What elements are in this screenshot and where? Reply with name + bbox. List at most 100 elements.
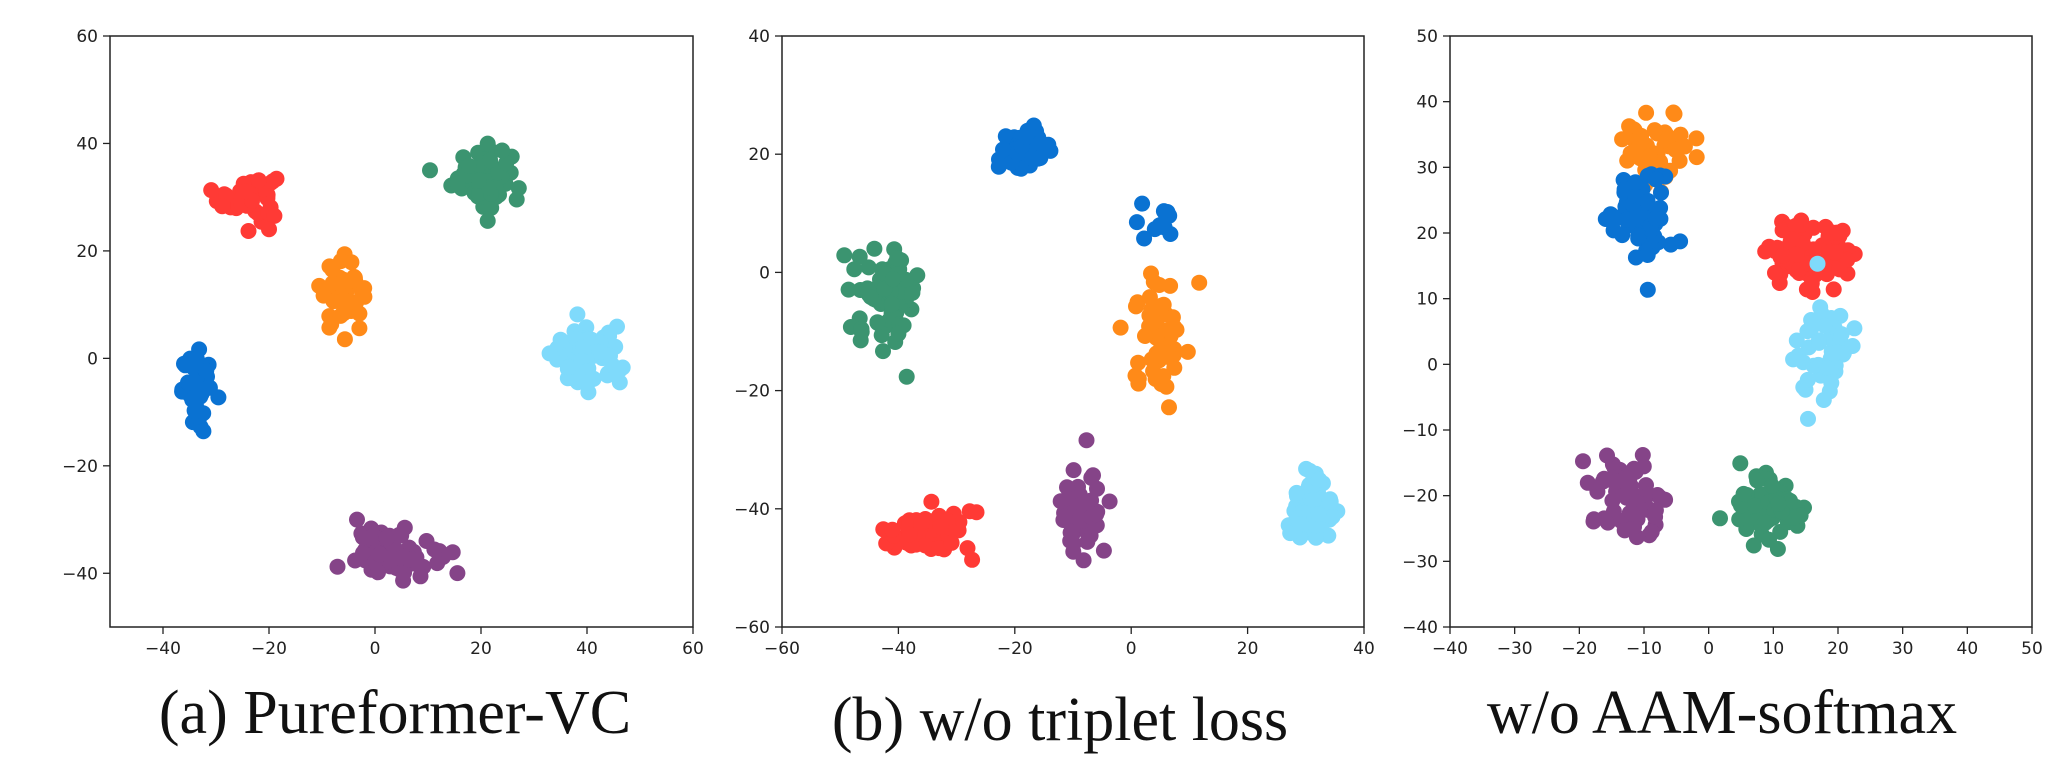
scatter-point-orange	[1688, 130, 1705, 147]
scatter-point-purple	[1604, 492, 1621, 509]
y-tick-label: −40	[62, 564, 98, 584]
scatter-point-skyblue	[1833, 326, 1850, 343]
scatter-point-purple	[403, 551, 420, 568]
scatter-point-orange	[1127, 367, 1144, 384]
y-tick-label: 0	[759, 263, 770, 283]
scatter-point-purple	[354, 529, 371, 546]
y-tick-label: −20	[62, 457, 98, 477]
scatter-point-green	[460, 157, 477, 174]
scatter-point-green	[1749, 472, 1766, 489]
scatter-point-blue	[1639, 193, 1656, 210]
y-tick-label: 30	[1416, 158, 1438, 178]
scatter-point-blue	[1605, 222, 1622, 239]
scatter-point-red	[264, 173, 281, 190]
scatter-point-blue	[1134, 195, 1151, 212]
scatter-point-green	[1764, 477, 1781, 494]
y-tick-label: 60	[76, 27, 98, 47]
scatter-point-green	[898, 368, 915, 385]
y-tick-label: 20	[76, 242, 98, 262]
x-tick-label: −60	[764, 639, 800, 659]
scatter-point-purple	[1621, 470, 1638, 487]
scatter-point-green	[1761, 531, 1777, 548]
scatter-point-green	[479, 212, 496, 229]
scatter-point-blue	[1630, 227, 1647, 244]
scatter-point-purple	[1596, 470, 1613, 487]
scatter-point-skyblue	[1800, 410, 1816, 427]
y-tick-label: 20	[1416, 224, 1438, 244]
x-tick-label: −20	[251, 639, 287, 659]
y-tick-label: −20	[1402, 487, 1438, 507]
scatter-point-orange	[336, 300, 353, 317]
x-tick-label: 0	[1703, 639, 1714, 659]
scatter-point-blue	[187, 403, 204, 420]
scatter-point-blue	[990, 158, 1007, 175]
scatter-point-blue	[1146, 221, 1163, 238]
x-tick-label: 40	[1957, 639, 1979, 659]
scatter-point-red	[1788, 246, 1805, 263]
scatter-point-skyblue	[1292, 516, 1309, 533]
scatter-point-skyblue	[1310, 506, 1327, 523]
scatter-point-green	[860, 259, 877, 276]
scatter-point-orange	[336, 331, 353, 348]
scatter-point-blue	[1032, 150, 1049, 166]
scatter-point-orange	[1112, 319, 1129, 336]
scatter-point-skyblue	[1322, 493, 1339, 510]
scatter-point-red	[1827, 244, 1844, 261]
scatter-point-orange	[356, 288, 373, 305]
scatter-point-green	[866, 240, 883, 257]
scatter-point-red	[1767, 264, 1783, 281]
scatter-point-skyblue	[576, 374, 593, 391]
scatter-point-green	[479, 135, 496, 152]
scatter-point-skyblue	[1288, 484, 1305, 501]
scatter-point-purple	[1575, 453, 1591, 470]
scatter-point-orange	[324, 275, 341, 292]
y-tick-label: −40	[1402, 618, 1438, 638]
scatter-point-purple	[1589, 483, 1606, 500]
scatter-point-skyblue	[1809, 255, 1826, 272]
y-tick-label: 0	[87, 349, 98, 369]
scatter-point-red	[943, 534, 960, 551]
scatter-point-purple	[1059, 490, 1076, 507]
x-tick-label: 30	[1892, 639, 1914, 659]
scatter-point-skyblue	[1804, 318, 1821, 335]
x-tick-label: 60	[682, 639, 704, 659]
scatter-point-green	[482, 152, 499, 169]
scatter-point-red	[1761, 238, 1778, 255]
x-tick-label: 20	[470, 639, 492, 659]
scatter-point-skyblue	[1818, 359, 1835, 376]
panel-c: −40 −30 −20 −10 0 10 20 30 40 50 −40 −30 −20 −10 0 10 20…	[1402, 27, 2043, 747]
x-tick-label: −20	[997, 639, 1033, 659]
scatter-point-blue	[1639, 281, 1656, 298]
scatter-point-red	[1831, 261, 1848, 278]
scatter-point-orange	[1130, 354, 1147, 371]
scatter-point-red	[959, 540, 976, 557]
scatter-point-purple	[1065, 462, 1082, 479]
scatter-point-purple	[1085, 467, 1101, 484]
scatter-point-blue	[1628, 209, 1645, 226]
scatter-point-purple	[1626, 519, 1642, 535]
scatter-point-blue	[1653, 184, 1669, 201]
scatter-point-orange	[1162, 277, 1179, 294]
scatter-point-orange	[1137, 328, 1153, 344]
x-tick-label: −20	[1561, 639, 1597, 659]
scatter-point-green	[1745, 537, 1762, 554]
x-tick-label: 50	[2021, 639, 2043, 659]
scatter-point-purple	[1599, 447, 1615, 464]
scatter-point-skyblue	[575, 339, 591, 356]
panel-caption: (a) Pureformer-VC	[159, 679, 631, 747]
scatter-point-orange	[1161, 399, 1177, 416]
scatter-point-blue	[1647, 210, 1664, 227]
scatter-point-purple	[1608, 473, 1625, 490]
scatter-point-red	[931, 540, 947, 557]
scatter-point-green	[1732, 455, 1749, 472]
scatter-point-orange	[1179, 343, 1196, 360]
scatter-point-red	[968, 504, 985, 521]
scatter-point-skyblue	[609, 318, 625, 335]
scatter-point-green	[840, 281, 857, 298]
scatter-point-orange	[1614, 131, 1631, 148]
scatter-point-red	[240, 223, 257, 239]
scatter-point-skyblue	[1324, 508, 1341, 525]
x-tick-label: −40	[145, 639, 181, 659]
scatter-point-red	[214, 198, 231, 215]
